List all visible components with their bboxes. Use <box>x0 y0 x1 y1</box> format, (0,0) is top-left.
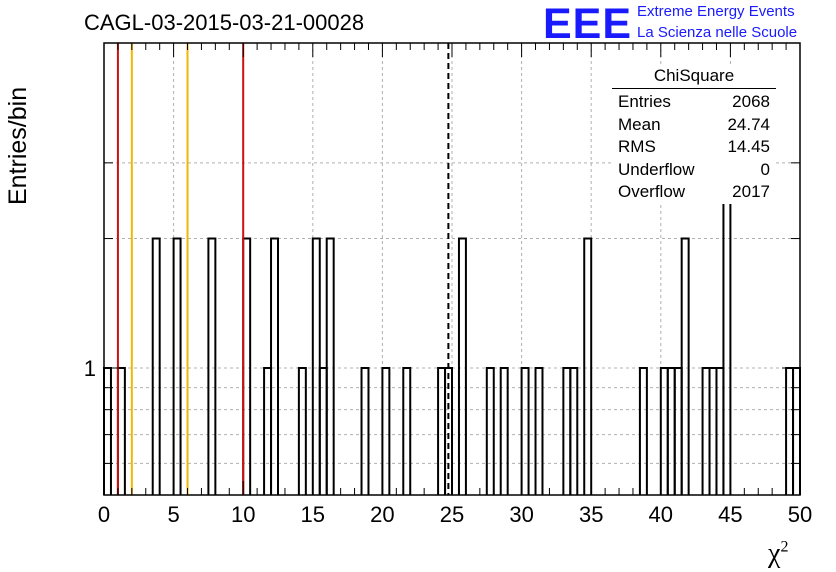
histogram-bar <box>270 237 279 495</box>
x-tick-label: 45 <box>718 502 742 527</box>
histogram-bar <box>499 367 509 495</box>
x-tick-label: 20 <box>370 502 394 527</box>
y-tick-label: 1 <box>84 356 96 381</box>
histogram-bar <box>297 367 307 495</box>
eee-logo: EEE <box>543 0 633 48</box>
stats-row-overflow: Overflow 2017 <box>612 181 776 204</box>
histogram-bar <box>520 367 530 495</box>
histogram-bar <box>311 237 321 495</box>
y-axis-label: Entries/bin <box>4 86 32 205</box>
x-tick-label: 40 <box>649 502 673 527</box>
histogram-bar <box>457 237 467 495</box>
histogram-bar <box>151 237 161 495</box>
histogram-bar <box>263 367 273 495</box>
stats-label: Overflow <box>618 182 686 201</box>
histogram-bar <box>172 237 182 495</box>
histogram-bar <box>325 237 335 495</box>
x-tick-label: 5 <box>167 502 179 527</box>
x-tick-label: 25 <box>440 502 464 527</box>
stats-label: Mean <box>618 114 661 134</box>
histogram-bar <box>485 367 495 495</box>
histogram-bar <box>242 237 252 495</box>
logo-caption-line1: Extreme Energy Events <box>637 3 795 20</box>
tick-labels: 0 5 10 15 20 25 30 35 40 45 50 1 <box>84 356 812 527</box>
axis-ticks <box>103 43 801 495</box>
histogram-bar <box>360 367 370 495</box>
reference-lines <box>116 43 450 495</box>
histogram-bar <box>116 367 126 495</box>
stats-value: 14.45 <box>727 137 770 156</box>
x-tick-label: 15 <box>301 502 325 527</box>
histogram-bar <box>673 367 683 495</box>
stats-label: RMS <box>618 137 656 156</box>
histogram-bar <box>103 367 112 495</box>
histogram-bar <box>318 367 328 495</box>
histogram-bar <box>207 237 217 495</box>
stats-value: 2017 <box>732 182 770 201</box>
x-axis-label: χ2 <box>768 538 789 569</box>
stats-row-mean: Mean 24.74 <box>612 114 776 137</box>
x-tick-label: 0 <box>98 502 110 527</box>
histogram-bar <box>437 367 447 495</box>
histogram-bar <box>402 367 412 495</box>
histogram-bar <box>659 367 669 495</box>
stats-row-rms: RMS 14.45 <box>612 136 776 159</box>
x-tick-label: 30 <box>509 502 533 527</box>
histogram-bar <box>381 367 391 495</box>
stats-label: Underflow <box>618 159 695 179</box>
histogram-bar <box>715 367 725 495</box>
stats-value: 0 <box>760 159 770 179</box>
chart-title: CAGL-03-2015-03-21-00028 <box>84 10 365 35</box>
histogram-bar <box>569 367 579 495</box>
histogram-bar <box>666 367 676 495</box>
histogram-bar <box>701 367 711 495</box>
logo-caption-line2: La Scienza nelle Scuole <box>637 24 798 41</box>
x-tick-label: 10 <box>231 502 255 527</box>
stats-box: ChiSquare Entries 2068 Mean 24.74 RMS 14.45… <box>612 66 776 204</box>
stats-row-underflow: Underflow 0 <box>612 159 776 182</box>
stats-value: 24.74 <box>727 114 770 134</box>
histogram-bar <box>708 367 718 495</box>
stats-label: Entries <box>618 92 671 111</box>
x-tick-label: 35 <box>579 502 603 527</box>
stats-title: ChiSquare <box>612 66 776 89</box>
histogram-bar <box>792 367 801 495</box>
x-tick-label: 50 <box>788 502 812 527</box>
stats-value: 2068 <box>732 92 770 111</box>
histogram-bar <box>562 367 572 495</box>
histogram-bar <box>680 237 690 495</box>
stats-row-entries: Entries 2068 <box>612 91 776 114</box>
histogram-bar <box>722 161 732 495</box>
histogram-bar <box>583 237 593 495</box>
histogram-bar <box>638 367 648 495</box>
histogram-bar <box>785 367 795 495</box>
histogram-bar <box>534 367 544 495</box>
